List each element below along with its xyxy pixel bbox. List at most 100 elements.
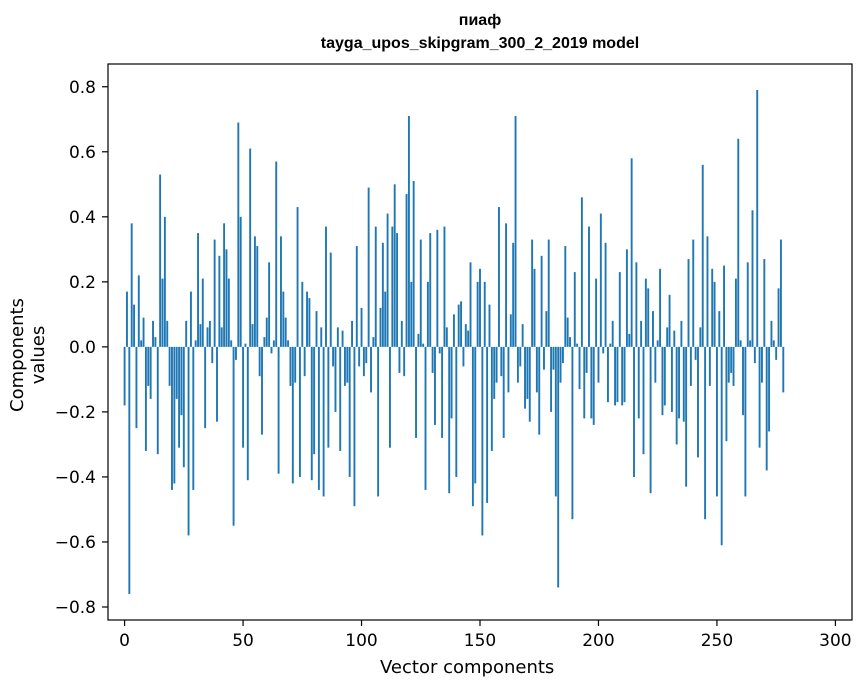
bar — [334, 346, 337, 412]
bar — [211, 346, 214, 364]
bar — [282, 291, 285, 347]
bar — [500, 346, 503, 377]
bar — [649, 346, 652, 494]
bar — [625, 249, 628, 347]
bar — [630, 158, 633, 347]
bar — [604, 242, 607, 347]
bar — [543, 346, 545, 370]
bar — [343, 346, 346, 386]
bar — [213, 239, 216, 347]
bar — [474, 346, 477, 484]
bar — [317, 346, 320, 490]
bar — [225, 249, 228, 347]
bar — [450, 346, 453, 419]
bar — [194, 340, 197, 347]
bar — [621, 346, 624, 406]
bar — [528, 346, 531, 422]
bar — [242, 346, 245, 448]
bar — [758, 346, 761, 448]
x-tick-label: 200 — [582, 631, 614, 651]
bar — [325, 226, 327, 347]
bar — [367, 187, 370, 347]
bar — [670, 346, 673, 412]
bar — [410, 281, 413, 347]
bar — [310, 346, 313, 481]
bar — [407, 116, 410, 347]
bar — [301, 281, 304, 347]
bar — [552, 346, 555, 370]
bar — [723, 265, 725, 347]
bar — [578, 346, 581, 390]
bar — [498, 207, 500, 347]
bar — [152, 320, 154, 347]
bar — [294, 346, 297, 383]
bar — [298, 346, 301, 477]
bar — [159, 174, 162, 347]
bar — [419, 239, 422, 347]
bar — [770, 320, 773, 347]
bar — [185, 320, 188, 347]
bar — [765, 346, 768, 471]
bar — [656, 340, 659, 347]
bar — [597, 346, 600, 383]
x-tick-label: 250 — [701, 631, 733, 651]
bar — [303, 346, 306, 377]
bar — [391, 226, 394, 347]
bar — [715, 346, 718, 497]
bar — [272, 340, 275, 347]
bar — [452, 314, 455, 347]
bars-layer — [123, 90, 785, 594]
bar — [680, 320, 683, 347]
bar — [216, 346, 218, 422]
bar — [547, 239, 550, 347]
bar — [398, 346, 401, 373]
bar — [237, 122, 240, 347]
bar — [381, 242, 384, 347]
bar — [595, 278, 598, 347]
bar — [358, 346, 361, 367]
bar — [699, 327, 702, 347]
bar — [692, 239, 695, 347]
bar — [464, 324, 467, 347]
bar — [495, 346, 498, 383]
bar — [505, 223, 508, 347]
bar — [403, 346, 406, 377]
bar — [187, 346, 190, 536]
bar — [253, 236, 256, 347]
bar — [232, 346, 235, 526]
bar — [711, 268, 714, 347]
bar — [509, 314, 512, 347]
bar — [782, 346, 785, 393]
bar — [424, 346, 427, 490]
bar — [779, 239, 782, 347]
bar — [640, 320, 643, 347]
bar — [580, 197, 583, 347]
bar — [585, 346, 588, 373]
bar — [599, 213, 602, 347]
bar — [163, 216, 166, 347]
bar — [602, 346, 605, 354]
bar — [628, 333, 631, 347]
bar — [561, 346, 564, 364]
bar — [512, 242, 515, 347]
bar — [694, 346, 697, 360]
bar — [682, 346, 685, 422]
bar — [130, 223, 133, 347]
bar — [457, 304, 460, 347]
bar — [322, 346, 325, 497]
bar — [659, 268, 662, 347]
bar — [218, 255, 221, 347]
bar — [429, 233, 432, 347]
y-tick-label: 0.6 — [69, 143, 96, 163]
bar — [462, 346, 465, 367]
bar — [614, 346, 617, 406]
y-tick-label: 0.4 — [69, 208, 96, 228]
y-tick-label: −0.8 — [55, 598, 96, 618]
bar — [235, 346, 237, 360]
bar — [417, 333, 420, 347]
bar — [244, 343, 247, 347]
bar — [315, 311, 318, 347]
bar — [128, 346, 131, 594]
bar — [633, 346, 635, 477]
